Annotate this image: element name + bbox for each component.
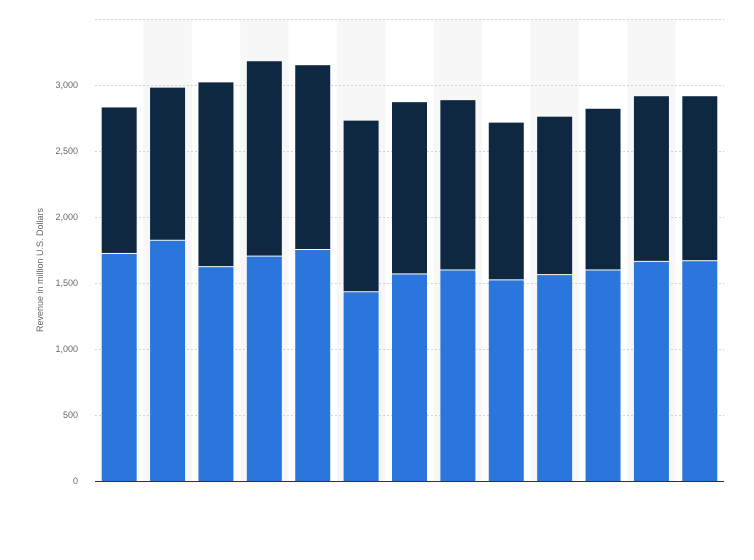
y-tick-label: 2,000 [55, 212, 78, 222]
bar-segment-1[interactable] [392, 274, 427, 481]
bar-segment-1[interactable] [343, 292, 379, 481]
bar-segment-1[interactable] [295, 250, 331, 481]
bar-segment-2[interactable] [246, 61, 282, 256]
bar-segment-1[interactable] [101, 253, 137, 481]
bar-segment-1[interactable] [537, 275, 573, 481]
bar-segment-2[interactable] [440, 100, 476, 270]
bar-segment-2[interactable] [295, 65, 331, 249]
bar-segment-2[interactable] [682, 96, 718, 261]
bar-segment-1[interactable] [440, 270, 476, 481]
bar-segment-1[interactable] [246, 256, 282, 481]
bar-segment-1[interactable] [150, 240, 186, 481]
y-tick-label: 0 [73, 476, 78, 486]
bar-segment-1[interactable] [633, 261, 669, 481]
bar-segment-2[interactable] [633, 96, 669, 261]
bar-segment-2[interactable] [343, 120, 379, 292]
bar-segment-1[interactable] [198, 267, 234, 481]
bar-segment-1[interactable] [682, 261, 718, 481]
y-axis-ticks: 0 500 1,000 1,500 2,000 2,500 3,000 [55, 80, 78, 486]
bar-segment-2[interactable] [392, 102, 427, 274]
bar-segment-2[interactable] [488, 122, 524, 280]
y-tick-label: 1,000 [55, 344, 78, 354]
y-tick-label: 2,500 [55, 146, 78, 156]
y-tick-label: 500 [63, 410, 78, 420]
bar-segment-2[interactable] [150, 87, 186, 240]
bars [101, 61, 718, 481]
y-tick-label: 3,000 [55, 80, 78, 90]
y-axis-title: Revenue in million U.S. Dollars [35, 207, 45, 332]
bar-segment-2[interactable] [101, 107, 137, 253]
bar-segment-1[interactable] [488, 280, 524, 481]
bar-segment-1[interactable] [585, 270, 621, 481]
y-tick-label: 1,500 [55, 278, 78, 288]
bar-segment-2[interactable] [585, 108, 621, 270]
bar-segment-2[interactable] [537, 116, 573, 275]
bar-segment-2[interactable] [198, 82, 234, 267]
